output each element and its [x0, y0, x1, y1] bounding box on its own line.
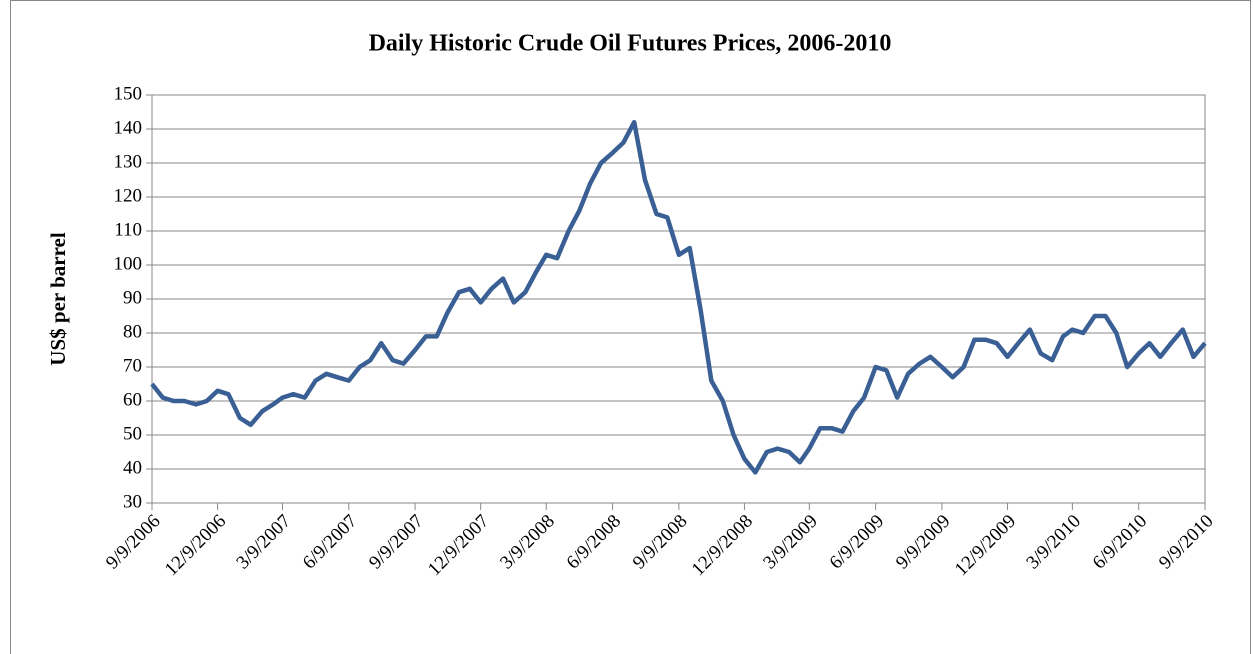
x-tick-label: 6/9/2010 [1089, 511, 1152, 574]
x-tick-label: 9/9/2009 [892, 511, 955, 574]
y-tick-label: 90 [123, 287, 142, 308]
y-tick-label: 60 [123, 389, 142, 410]
y-tick-label: 110 [114, 219, 142, 240]
price-line [150, 119, 1207, 475]
x-tick-label: 12/9/2007 [424, 511, 493, 580]
x-tick-label: 6/9/2009 [826, 511, 889, 574]
y-tick-label: 150 [114, 83, 143, 104]
y-tick-label: 30 [123, 491, 142, 512]
x-tick-label: 9/9/2006 [102, 511, 165, 574]
y-tick-label: 130 [114, 151, 143, 172]
x-tick-label: 6/9/2008 [563, 511, 626, 574]
x-tick-label: 9/9/2010 [1155, 511, 1218, 574]
x-tick-label: 3/9/2010 [1022, 511, 1085, 574]
chart-title: Daily Historic Crude Oil Futures Prices,… [369, 31, 892, 57]
y-tick-label: 80 [123, 321, 142, 342]
x-tick-label: 9/9/2008 [629, 511, 692, 574]
y-tick-label: 40 [123, 457, 142, 478]
y-axis-label: US$ per barrel [46, 232, 70, 366]
frame [10, 0, 1251, 654]
x-tick-label: 12/9/2009 [951, 511, 1020, 580]
x-tick-label: 12/9/2006 [161, 511, 230, 580]
x-tick-label: 3/9/2008 [496, 511, 559, 574]
x-tick-label: 12/9/2008 [688, 511, 757, 580]
y-tick-label: 120 [114, 185, 143, 206]
x-tick-label: 6/9/2007 [299, 511, 362, 574]
y-tick-label: 70 [123, 355, 142, 376]
x-tick-label: 9/9/2007 [365, 511, 428, 574]
x-tick-label: 3/9/2009 [759, 511, 822, 574]
y-tick-label: 140 [114, 117, 143, 138]
y-tick-label: 50 [123, 423, 142, 444]
x-tick-label: 3/9/2007 [232, 511, 295, 574]
y-tick-label: 100 [114, 253, 143, 274]
